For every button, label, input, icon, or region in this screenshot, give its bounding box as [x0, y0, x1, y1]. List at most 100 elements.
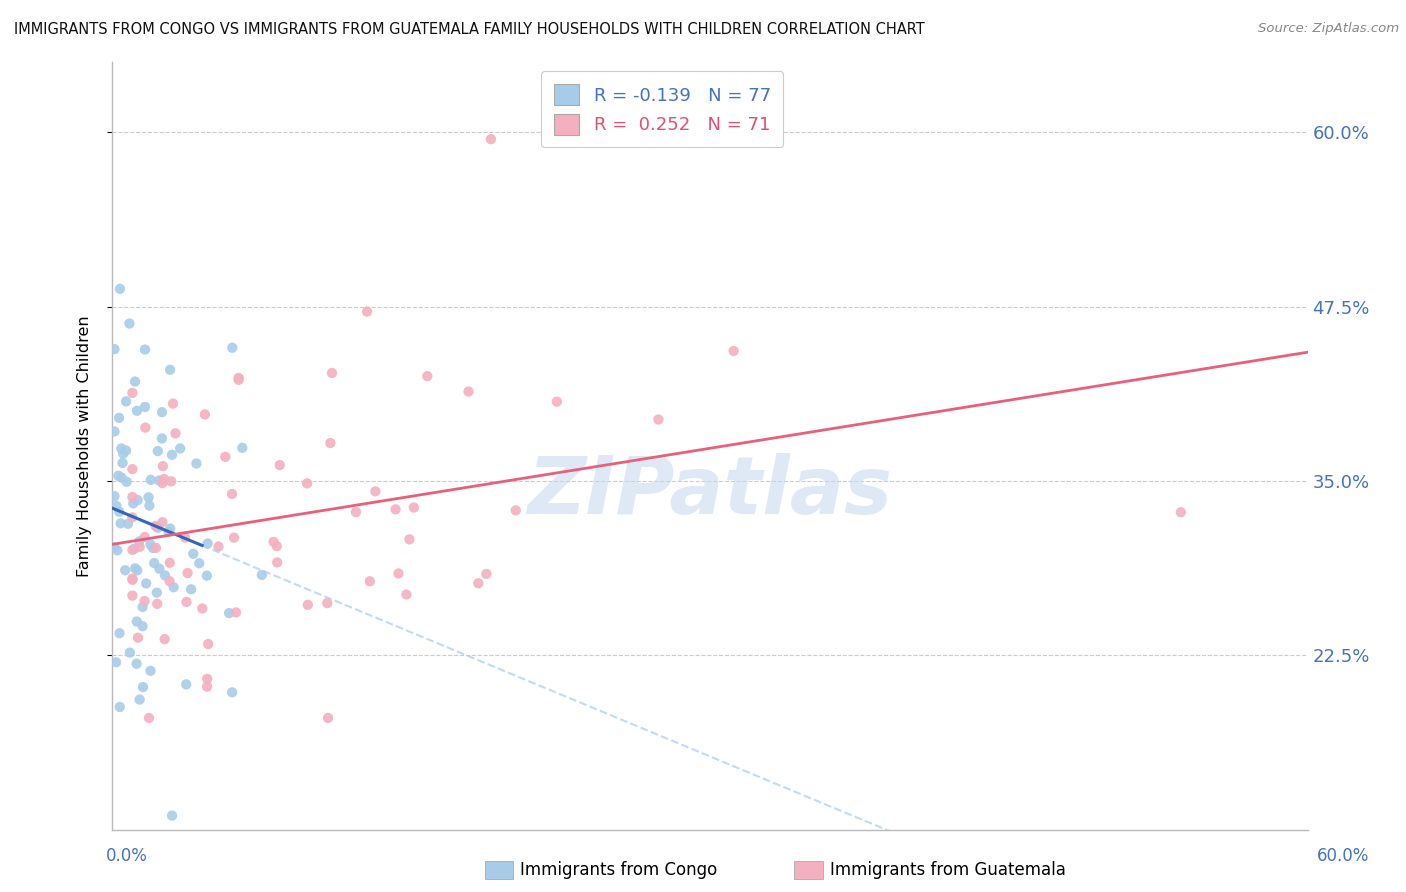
- Point: [139, 664, 162, 678]
- Point: [112, 447, 135, 461]
- Point: [146, 444, 169, 458]
- Point: [218, 606, 240, 620]
- Point: [115, 394, 138, 409]
- Point: [228, 371, 250, 385]
- Point: [145, 519, 167, 533]
- Point: [108, 410, 131, 425]
- Point: [467, 576, 489, 591]
- Point: [134, 530, 156, 544]
- Point: [127, 493, 149, 508]
- Point: [387, 566, 409, 581]
- Point: [142, 541, 165, 555]
- Point: [143, 556, 166, 570]
- Point: [148, 520, 170, 534]
- Point: [110, 442, 132, 456]
- Point: [160, 448, 183, 462]
- Point: [221, 487, 243, 501]
- Point: [195, 680, 218, 694]
- Point: [108, 505, 131, 519]
- Point: [159, 522, 181, 536]
- Point: [186, 457, 208, 471]
- Point: [121, 589, 143, 603]
- Point: [124, 541, 146, 556]
- Point: [138, 491, 160, 505]
- Point: [152, 515, 174, 529]
- Point: [121, 573, 143, 587]
- Point: [263, 534, 285, 549]
- Point: [191, 601, 214, 615]
- Point: [250, 568, 273, 582]
- Point: [174, 531, 197, 545]
- Point: [1170, 505, 1192, 519]
- Point: [169, 442, 191, 456]
- Point: [222, 531, 245, 545]
- Point: [138, 499, 160, 513]
- Point: [121, 490, 143, 504]
- Text: IMMIGRANTS FROM CONGO VS IMMIGRANTS FROM GUATEMALA FAMILY HOUSEHOLDS WITH CHILDR: IMMIGRANTS FROM CONGO VS IMMIGRANTS FROM…: [14, 22, 925, 37]
- Point: [128, 540, 150, 554]
- Point: [416, 369, 439, 384]
- Point: [295, 476, 318, 491]
- Point: [152, 476, 174, 491]
- Point: [159, 556, 181, 570]
- Point: [723, 343, 745, 358]
- Point: [108, 282, 131, 296]
- Point: [479, 132, 502, 146]
- Point: [546, 394, 568, 409]
- Point: [134, 343, 156, 357]
- Point: [127, 563, 149, 577]
- Point: [398, 533, 420, 547]
- Point: [153, 568, 176, 582]
- Point: [131, 599, 153, 614]
- Point: [475, 566, 498, 581]
- Point: [266, 539, 288, 553]
- Point: [197, 536, 219, 550]
- Point: [647, 412, 669, 426]
- Point: [103, 540, 125, 554]
- Point: [197, 637, 219, 651]
- Point: [117, 516, 139, 531]
- Point: [103, 425, 125, 439]
- Point: [153, 632, 176, 647]
- Text: Source: ZipAtlas.com: Source: ZipAtlas.com: [1258, 22, 1399, 36]
- Point: [159, 363, 181, 377]
- Point: [221, 341, 243, 355]
- Point: [108, 700, 131, 714]
- Point: [214, 450, 236, 464]
- Point: [505, 503, 527, 517]
- Point: [135, 576, 157, 591]
- Point: [132, 680, 155, 694]
- Point: [148, 562, 170, 576]
- Point: [395, 587, 418, 601]
- Point: [118, 646, 141, 660]
- Point: [225, 606, 247, 620]
- Point: [105, 499, 128, 513]
- Legend: R = -0.139   N = 77, R =  0.252   N = 71: R = -0.139 N = 77, R = 0.252 N = 71: [541, 71, 783, 147]
- Point: [207, 540, 229, 554]
- Point: [124, 561, 146, 575]
- Point: [188, 556, 211, 570]
- Point: [384, 502, 406, 516]
- Point: [228, 373, 250, 387]
- Point: [115, 475, 138, 489]
- Point: [114, 563, 136, 577]
- Point: [160, 475, 183, 489]
- Point: [231, 441, 253, 455]
- Text: ZIPatlas: ZIPatlas: [527, 453, 893, 531]
- Point: [150, 405, 173, 419]
- Point: [157, 524, 180, 539]
- Point: [165, 426, 187, 441]
- Text: Immigrants from Guatemala: Immigrants from Guatemala: [830, 861, 1066, 879]
- Point: [297, 598, 319, 612]
- Point: [316, 596, 339, 610]
- Point: [148, 474, 170, 488]
- Point: [146, 585, 169, 599]
- Point: [145, 541, 167, 555]
- Point: [316, 711, 339, 725]
- Point: [128, 534, 150, 549]
- Point: [105, 655, 128, 669]
- Point: [402, 500, 425, 515]
- Point: [364, 484, 387, 499]
- Point: [131, 619, 153, 633]
- Point: [103, 489, 125, 503]
